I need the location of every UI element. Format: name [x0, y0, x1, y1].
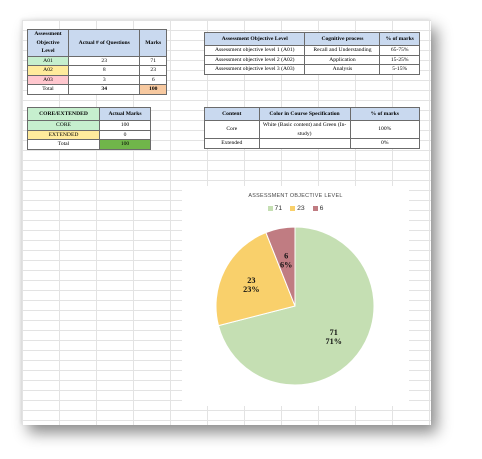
ao-total-row: Total 34 100 — [27, 84, 167, 95]
legend-label: 23 — [297, 205, 305, 212]
cog-percent-cell[interactable]: 65-75% — [379, 45, 420, 56]
pie-value-label: 6 — [284, 251, 288, 260]
pie-chart[interactable]: ASSESSMENT OBJECTIVE LEVEL 71 23 6 71 71% 23… — [182, 186, 409, 406]
pie-percent-label: 6% — [280, 260, 292, 269]
core-extended-table: CORE/EXTENDED Actual Marks CORE 100 EXTEND… — [26, 107, 151, 150]
content-table: Content Color in Course Specification % … — [204, 107, 421, 149]
legend-label: 6 — [319, 205, 324, 212]
content-color-cell[interactable] — [258, 138, 351, 149]
cog-row: Assessment objective level 3 (A03) Analys… — [203, 64, 420, 75]
pie-slice[interactable] — [217, 226, 375, 386]
content-header-percent[interactable]: % of marks — [349, 107, 421, 121]
pie-slice[interactable] — [215, 231, 296, 327]
core-row: CORE 100 — [26, 120, 151, 131]
content-percent-cell[interactable]: 100% — [349, 120, 421, 139]
core-type-cell[interactable]: CORE — [26, 120, 101, 131]
chart-title: ASSESSMENT OBJECTIVE LEVEL — [248, 193, 343, 199]
ao-questions-cell[interactable]: 3 — [67, 74, 141, 85]
cog-header-percent[interactable]: % of marks — [379, 32, 420, 46]
spreadsheet-sheet: Assessment Objective Level Actual # of Q… — [22, 20, 431, 425]
ao-marks-cell[interactable]: 71 — [139, 55, 167, 66]
ao-level-cell[interactable]: A02 — [27, 65, 69, 76]
ao-questions-cell[interactable]: 23 — [67, 55, 141, 66]
content-color-cell[interactable]: White (Basic content) and Green (In-stud… — [258, 120, 351, 139]
core-header-marks[interactable]: Actual Marks — [99, 107, 151, 121]
pie-value-label: 71 — [330, 328, 338, 337]
cog-row: Assessment objective level 2 (A02) Applic… — [203, 54, 420, 65]
core-type-cell[interactable]: EXTENDED — [26, 129, 101, 140]
core-marks-cell[interactable]: 100 — [99, 120, 151, 131]
cog-process-cell[interactable]: Analysis — [304, 64, 381, 75]
core-header-type[interactable]: CORE/EXTENDED — [26, 107, 101, 121]
ao-header-questions[interactable]: Actual # of Questions — [67, 29, 141, 57]
content-header-color[interactable]: Color in Course Specification — [258, 107, 351, 121]
ao-questions-cell[interactable]: 8 — [67, 65, 141, 76]
legend-entry[interactable]: 71 — [267, 205, 283, 212]
cog-process-cell[interactable]: Recall and Understanding — [304, 45, 381, 56]
core-total-row: Total 100 — [26, 139, 151, 150]
ao-marks-cell[interactable]: 6 — [139, 74, 167, 85]
cog-level-cell[interactable]: Assessment objective level 2 (A02) — [203, 54, 306, 65]
cog-level-cell[interactable]: Assessment objective level 1 (A01) — [203, 45, 306, 56]
pie-slice[interactable] — [265, 226, 296, 307]
core-marks-cell[interactable]: 0 — [99, 129, 151, 140]
cog-percent-cell[interactable]: 15-25% — [379, 54, 420, 65]
ao-total-questions[interactable]: 34 — [67, 84, 141, 95]
content-row: Extended 0% — [204, 138, 421, 149]
legend-label: 71 — [274, 205, 283, 212]
core-row: EXTENDED 0 — [26, 129, 151, 140]
core-total-label[interactable]: Total — [26, 139, 101, 150]
legend-entry[interactable]: 6 — [312, 205, 324, 212]
content-header-content[interactable]: Content — [204, 107, 260, 121]
ao-level-cell[interactable]: A01 — [27, 55, 69, 66]
cog-level-cell[interactable]: Assessment objective level 3 (A03) — [203, 64, 306, 75]
pie-value-label: 23 — [247, 276, 255, 285]
legend-entry[interactable]: 23 — [290, 205, 305, 212]
ao-row: A01 23 71 — [27, 55, 167, 66]
ao-marks-cell[interactable]: 23 — [139, 65, 167, 76]
content-type-cell[interactable]: Extended — [204, 138, 260, 149]
ao-header-marks[interactable]: Marks — [139, 29, 167, 57]
legend-swatch — [312, 206, 318, 211]
legend-swatch — [267, 206, 273, 211]
cog-header-process[interactable]: Cognitive process — [304, 32, 381, 46]
pie-percent-label: 71% — [326, 337, 342, 346]
chart-legend: 71 23 6 — [182, 205, 409, 213]
legend-swatch — [290, 206, 296, 211]
ao-total-marks[interactable]: 100 — [139, 84, 167, 95]
cognitive-table: Assessment Objective Level Cognitive pro… — [203, 32, 420, 75]
cog-process-cell[interactable]: Application — [304, 54, 381, 65]
cog-header-level[interactable]: Assessment Objective Level — [203, 32, 306, 46]
ao-row: A02 8 23 — [27, 65, 167, 76]
content-percent-cell[interactable]: 0% — [349, 138, 421, 149]
content-row: Core White (Basic content) and Green (In-… — [204, 120, 421, 139]
ao-level-cell[interactable]: A03 — [27, 74, 69, 85]
ao-header-level[interactable]: Assessment Objective Level — [27, 29, 69, 57]
ao-row: A03 3 6 — [27, 74, 167, 85]
ao-total-label[interactable]: Total — [27, 84, 69, 95]
core-total-marks[interactable]: 100 — [99, 139, 151, 150]
content-type-cell[interactable]: Core — [204, 120, 260, 139]
ao-table: Assessment Objective Level Actual # of Q… — [27, 29, 167, 95]
cog-percent-cell[interactable]: 5-15% — [379, 64, 420, 75]
cog-row: Assessment objective level 1 (A01) Recall… — [203, 45, 420, 56]
pie-percent-label: 23% — [243, 285, 259, 294]
